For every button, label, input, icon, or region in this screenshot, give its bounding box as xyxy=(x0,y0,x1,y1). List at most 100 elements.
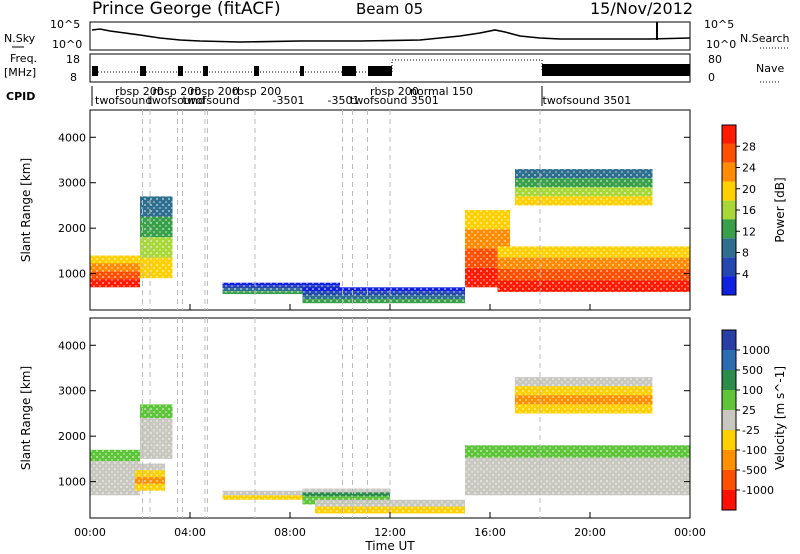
cpid-label-9: rbsp 200 xyxy=(370,85,419,98)
power-region-2-texture xyxy=(222,282,340,295)
power-colorbar-tick-label-3: 16 xyxy=(742,204,756,217)
velocity-colorbar-label: Velocity [m s^-1] xyxy=(773,366,787,470)
power-ylabel: Slant Range [km] xyxy=(19,158,33,262)
velocity-colorbar-tick-label-0: 1000 xyxy=(742,344,770,357)
nsky-axis-bottom: 10^0 xyxy=(52,38,82,51)
velocity-ylabel: Slant Range [km] xyxy=(19,366,33,470)
xtick-label-1: 04:00 xyxy=(174,526,206,539)
cpid-label-4: rbsp 200 xyxy=(190,85,239,98)
power-region-3-texture xyxy=(302,287,465,304)
cpid-label: CPID xyxy=(6,90,35,103)
cpid-label-8: -3501 xyxy=(328,94,360,107)
velocity-colorbar-swatch-2 xyxy=(722,370,736,390)
power-ytick-label-2: 3000 xyxy=(58,177,86,190)
velocity-colorbar-tick-label-4: -25 xyxy=(742,424,760,437)
nsky-panel-frame xyxy=(89,21,691,51)
date-title: 15/Nov/2012 xyxy=(590,0,693,18)
xtick-label-2: 08:00 xyxy=(274,526,306,539)
power-region-6-texture xyxy=(515,169,653,206)
velocity-colorbar-tick-label-2: 100 xyxy=(742,384,763,397)
beam-title: Beam 05 xyxy=(356,0,423,18)
power-region-5-texture xyxy=(497,246,690,292)
power-colorbar-swatch-5 xyxy=(722,219,736,239)
velocity-colorbar-swatch-0 xyxy=(722,330,736,350)
velocity-region-2-texture xyxy=(140,404,173,459)
power-colorbar-swatch-0 xyxy=(722,125,736,144)
freq-axis-bottom: 8 xyxy=(70,71,77,84)
nsearch-label: N.Search xyxy=(740,32,790,45)
cpid-label-3: twofsound xyxy=(148,94,205,107)
nsky-trace xyxy=(91,28,691,43)
power-colorbar-swatch-1 xyxy=(722,143,736,163)
velocity-colorbar-tick-label-7: -1000 xyxy=(742,484,774,497)
power-colorbar-swatch-7 xyxy=(722,257,736,277)
velocity-colorbar-swatch-6 xyxy=(722,450,736,470)
velocity-colorbar: 1000 500 100 25 -25 -100 -500 -1000 xyxy=(721,329,774,511)
velocity-colorbar-tick-label-6: -500 xyxy=(742,464,767,477)
nave-blocks xyxy=(92,64,690,76)
cpid-label-10: normal 150 xyxy=(410,85,473,98)
velocity-ytick-label-1: 2000 xyxy=(58,430,86,443)
velocity-colorbar-tick-label-5: -100 xyxy=(742,444,767,457)
power-colorbar-swatch-6 xyxy=(722,238,736,258)
velocity-panel: 1000 2000 3000 4000 Slant Range [km] xyxy=(19,317,691,519)
power-panel: 1000 2000 3000 4000 Slant Range [km] xyxy=(19,109,691,311)
nave-label: Nave xyxy=(756,62,784,75)
cpid-separators xyxy=(142,110,541,518)
power-colorbar-swatch-4 xyxy=(722,200,736,220)
velocity-region-3-texture xyxy=(222,490,303,500)
velocity-colorbar-swatch-1 xyxy=(722,350,736,370)
power-colorbar-swatch-3 xyxy=(722,181,736,201)
freq-unit-label: [MHz] xyxy=(4,66,36,79)
cpid-label-2: rbsp 200 xyxy=(153,85,202,98)
nsky-axis-bottom-right: 10^0 xyxy=(706,38,736,51)
velocity-colorbar-swatch-3 xyxy=(722,390,736,410)
power-colorbar-label: Power [dB] xyxy=(773,177,787,242)
velocity-ytick-label-0: 1000 xyxy=(58,476,86,489)
nave-axis-top: 80 xyxy=(708,53,722,66)
velocity-ytick-label-3: 4000 xyxy=(58,339,86,352)
nsky-axis-top-right: 10^5 xyxy=(704,18,734,31)
velocity-ytick-label-2: 3000 xyxy=(58,385,86,398)
power-colorbar-swatch-2 xyxy=(722,162,736,182)
nsky-axis-top: 10^5 xyxy=(50,18,80,31)
velocity-region-0-texture xyxy=(90,449,140,496)
power-colorbar-tick-label-2: 20 xyxy=(742,183,756,196)
power-colorbar-tick-label-5: 8 xyxy=(742,247,749,260)
cpid-label-5: twofsound xyxy=(183,94,240,107)
velocity-colorbar-tick-label-3: 25 xyxy=(742,404,756,417)
velocity-region-7-texture xyxy=(515,377,653,414)
time-axis: 00:00 04:00 08:00 12:00 16:00 20:00 00:00 xyxy=(74,304,706,539)
freq-panel: 18 8 80 0 xyxy=(66,53,722,84)
power-colorbar: 28 24 20 16 12 8 4 xyxy=(721,124,756,296)
velocity-colorbar-tick-label-1: 500 xyxy=(742,364,763,377)
velocity-colorbar-swatch-8 xyxy=(722,490,736,510)
cpid-label-0: rbsp 200 xyxy=(115,85,164,98)
station-title: Prince George (fitACF) xyxy=(92,0,281,19)
xtick-label-0: 00:00 xyxy=(74,526,106,539)
power-ytick-label-0: 1000 xyxy=(58,268,86,281)
velocity-colorbar-frame xyxy=(721,329,737,511)
cpid-label-7: -3501 xyxy=(273,94,305,107)
freq-label: Freq. xyxy=(10,52,37,65)
cpid-label-1: twofsound xyxy=(95,94,152,107)
power-colorbar-tick-label-6: 4 xyxy=(742,268,749,281)
power-colorbar-swatch-8 xyxy=(722,276,736,295)
power-colorbar-tick-label-4: 12 xyxy=(742,225,756,238)
cpid-label-11: twofsound 3501 xyxy=(350,94,439,107)
velocity-region-6-texture xyxy=(465,445,690,496)
velocity-colorbar-swatch-7 xyxy=(722,470,736,490)
power-region-1-texture xyxy=(140,196,173,279)
freq-axis-top: 18 xyxy=(66,53,80,66)
xaxis-label: Time UT xyxy=(364,539,415,553)
velocity-colorbar-swatch-4 xyxy=(722,410,736,430)
nsky-panel: 10^5 10^0 10^5 10^0 xyxy=(50,18,736,51)
power-ytick-label-3: 4000 xyxy=(58,131,86,144)
power-colorbar-tick-label-1: 24 xyxy=(742,162,756,175)
xtick-label-6: 00:00 xyxy=(674,526,706,539)
nave-axis-bottom: 0 xyxy=(708,71,715,84)
nsky-label: N.Sky xyxy=(4,32,36,45)
cpid-label-12: twofsound 3501 xyxy=(543,94,632,107)
velocity-region-1-texture xyxy=(135,463,165,491)
